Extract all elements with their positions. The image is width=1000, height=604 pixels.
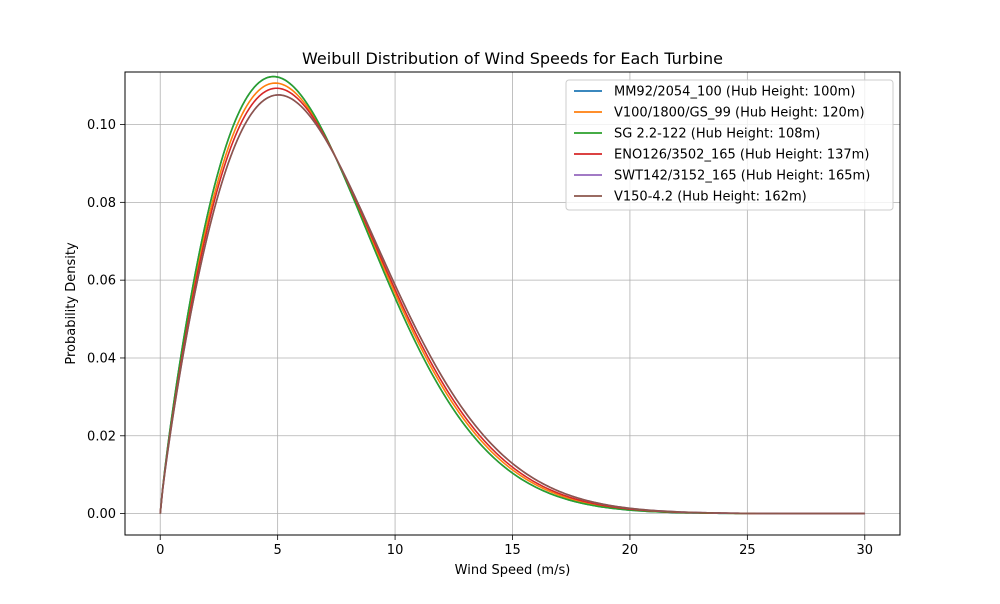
legend-label: ENO126/3502_165 (Hub Height: 137m) — [614, 148, 869, 163]
y-tick-label: 0.02 — [87, 429, 116, 444]
legend-entry: SG 2.2-122 (Hub Height: 108m) — [574, 127, 820, 142]
legend-label: MM92/2054_100 (Hub Height: 100m) — [614, 85, 855, 100]
axis-ticks: 0 5 10 15 20 25 30 0.00 0.02 0.04 0.06 0.08 0.10 — [87, 118, 873, 558]
legend-entry: V100/1800/GS_99 (Hub Height: 120m) — [574, 106, 865, 121]
legend-label: V100/1800/GS_99 (Hub Height: 120m) — [614, 106, 865, 121]
x-tick-label: 20 — [622, 543, 639, 558]
series-line-6 — [159, 94, 865, 515]
y-tick-label: 0.10 — [87, 118, 116, 133]
legend-entry: MM92/2054_100 (Hub Height: 100m) — [574, 85, 855, 100]
chart-title: Weibull Distribution of Wind Speeds for … — [302, 49, 723, 68]
x-tick-label: 0 — [156, 543, 164, 558]
legend-entry: SWT142/3152_165 (Hub Height: 165m) — [574, 169, 870, 184]
x-tick-label: 15 — [504, 543, 521, 558]
x-tick-label: 10 — [387, 543, 404, 558]
legend-label: SG 2.2-122 (Hub Height: 108m) — [614, 127, 820, 142]
y-axis-label: Probability Density — [64, 242, 79, 365]
legend-box — [565, 79, 894, 211]
x-tick-label: 25 — [739, 543, 756, 558]
series-lines — [159, 75, 865, 515]
grid — [125, 72, 900, 535]
y-tick-label: 0.00 — [87, 507, 116, 522]
y-tick-label: 0.04 — [87, 351, 116, 366]
legend-label: SWT142/3152_165 (Hub Height: 165m) — [614, 169, 870, 184]
x-tick-label: 5 — [274, 543, 282, 558]
y-tick-label: 0.06 — [87, 274, 116, 289]
legend-label: V150-4.2 (Hub Height: 162m) — [614, 190, 807, 205]
x-tick-label: 30 — [856, 543, 873, 558]
x-axis-label: Wind Speed (m/s) — [455, 563, 571, 578]
legend: MM92/2054_100 (Hub Height: 100m) V100/180… — [565, 79, 894, 211]
y-tick-label: 0.08 — [87, 196, 116, 211]
legend-entry: ENO126/3502_165 (Hub Height: 137m) — [574, 148, 869, 163]
legend-entry: V150-4.2 (Hub Height: 162m) — [574, 190, 807, 205]
